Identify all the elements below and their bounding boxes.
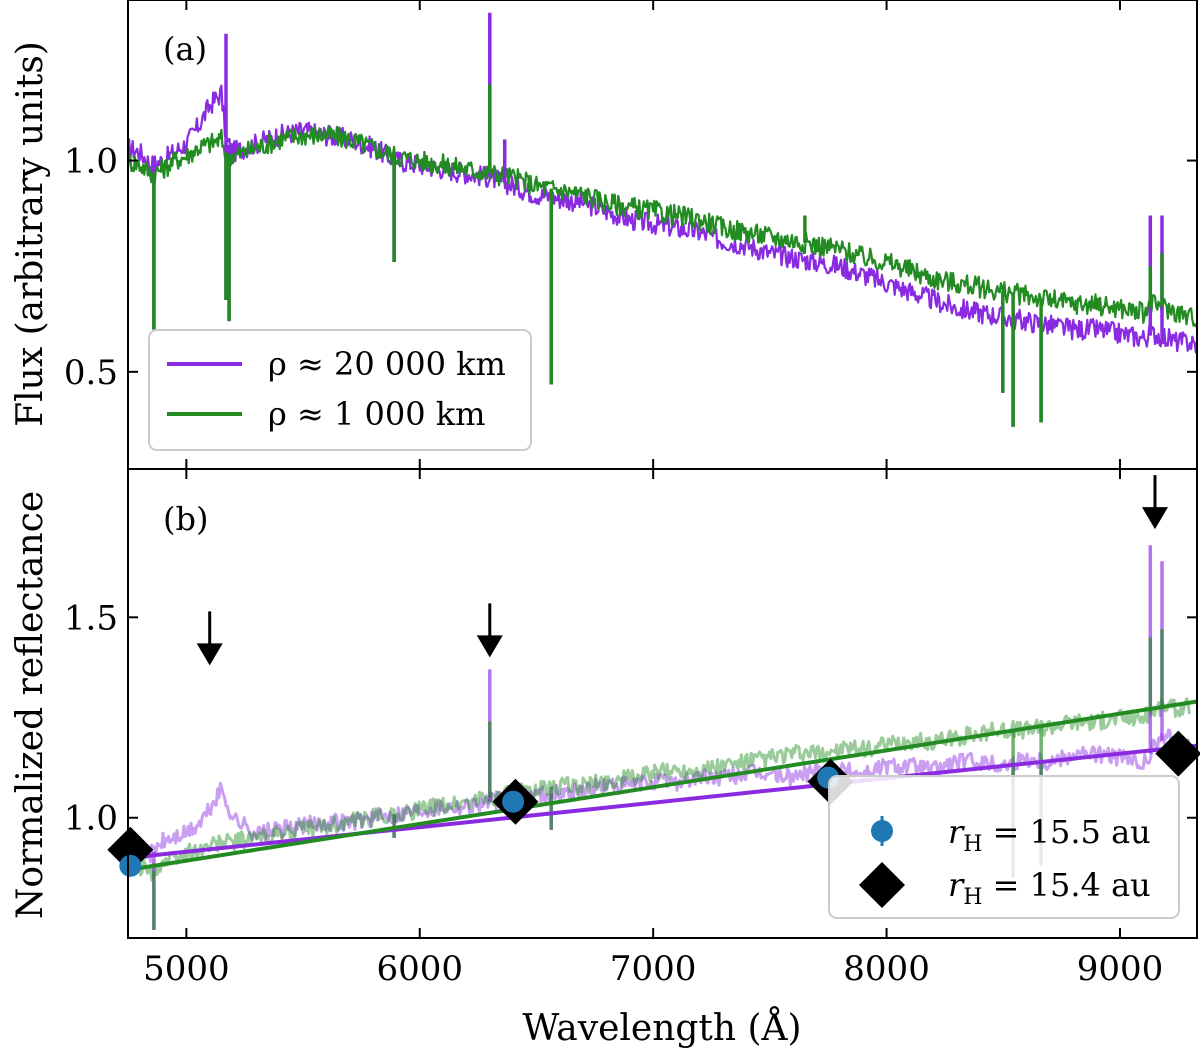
- legend-15-4-value: = 15.4 au: [982, 866, 1150, 904]
- panel-b-xtick-label-4: 9000: [1077, 949, 1164, 989]
- panel-a-ylabel: Flux (arbitrary units): [10, 41, 51, 427]
- panel-b: 1.0 1.5 5000 6000 7000 8000 9000 (b) Normalize…: [10, 468, 1200, 989]
- panel-b-xtick-label-2: 7000: [610, 949, 697, 989]
- panel-b-arrows: [196, 475, 1168, 666]
- arrow-head-0: [196, 643, 223, 666]
- panel-b-ytick-label-1: 1.5: [64, 598, 118, 638]
- panel-b-legend-box: [828, 775, 1180, 919]
- panel-b-xtick-label-0: 5000: [143, 949, 230, 989]
- legend-label-15-4-au: rH = 15.4 au: [948, 866, 1151, 910]
- panel-a-legend-box: [148, 329, 532, 451]
- panel-b-fit-20-000-km: [127, 743, 1198, 860]
- panel-a-label: (a): [163, 30, 207, 68]
- panel-b-fit-1-000-km: [127, 699, 1198, 872]
- legend-15-4-subscript: H: [963, 885, 982, 910]
- panel-a-series-1-000-km: [126, 124, 1198, 328]
- point-15-4-au-3: [1155, 730, 1200, 777]
- legend-15-5-value: = 15.5 au: [982, 813, 1150, 851]
- legend-label-1000km: ρ ≈ 1 000 km: [268, 395, 485, 433]
- legend-label-15-5-au: rH = 15.5 au: [948, 813, 1151, 857]
- panel-b-ytick-label-0: 1.0: [64, 799, 118, 839]
- arrow-head-1: [476, 635, 503, 658]
- legend-label-20000km: ρ ≈ 20 000 km: [268, 345, 506, 383]
- legend-15-5-subscript: H: [963, 832, 982, 857]
- panel-b-ticks: 1.0 1.5 5000 6000 7000 8000 9000: [64, 469, 1197, 989]
- point-15-4-au-0: [107, 826, 154, 873]
- x-axis-label: Wavelength (Å): [522, 1007, 801, 1049]
- panel-b-ylabel: Normalized reflectance: [10, 491, 51, 919]
- panel-b-xtick-label-3: 8000: [843, 949, 930, 989]
- legend-diamond-15-4-au: [859, 862, 905, 908]
- legend-marker-15-4-au: [859, 862, 905, 908]
- panel-a-ticks: 0.5 1.0: [64, 0, 1197, 469]
- point-15-5-au-0: [119, 854, 142, 877]
- legend-15-5-symbol: r: [948, 813, 965, 851]
- arrow-head-2: [1141, 507, 1168, 530]
- panel-a: 0.5 1.0 (a) Flux (arbitrary units) ρ ≈ 20…: [10, 0, 1199, 470]
- panel-b-label: (b): [163, 500, 208, 538]
- panel-b-series-reflectance-1-000-km: [126, 697, 1191, 882]
- legend-dot-15-5-au: [871, 820, 893, 842]
- panel-b-xtick-label-1: 6000: [376, 949, 463, 989]
- legend-15-4-symbol: r: [948, 866, 965, 904]
- panel-a-ytick-label-1: 1.0: [64, 142, 118, 182]
- panel-a-legend: ρ ≈ 20 000 km ρ ≈ 1 000 km: [148, 329, 532, 451]
- panel-a-series: [126, 12, 1199, 427]
- point-15-5-au-1: [502, 790, 525, 813]
- panel-b-legend: rH = 15.5 au rH = 15.4 au: [828, 775, 1180, 919]
- panel-a-ytick-label-0: 0.5: [64, 353, 118, 393]
- panel-b-frame: [127, 468, 1198, 939]
- legend-marker-15-5-au: [871, 816, 893, 846]
